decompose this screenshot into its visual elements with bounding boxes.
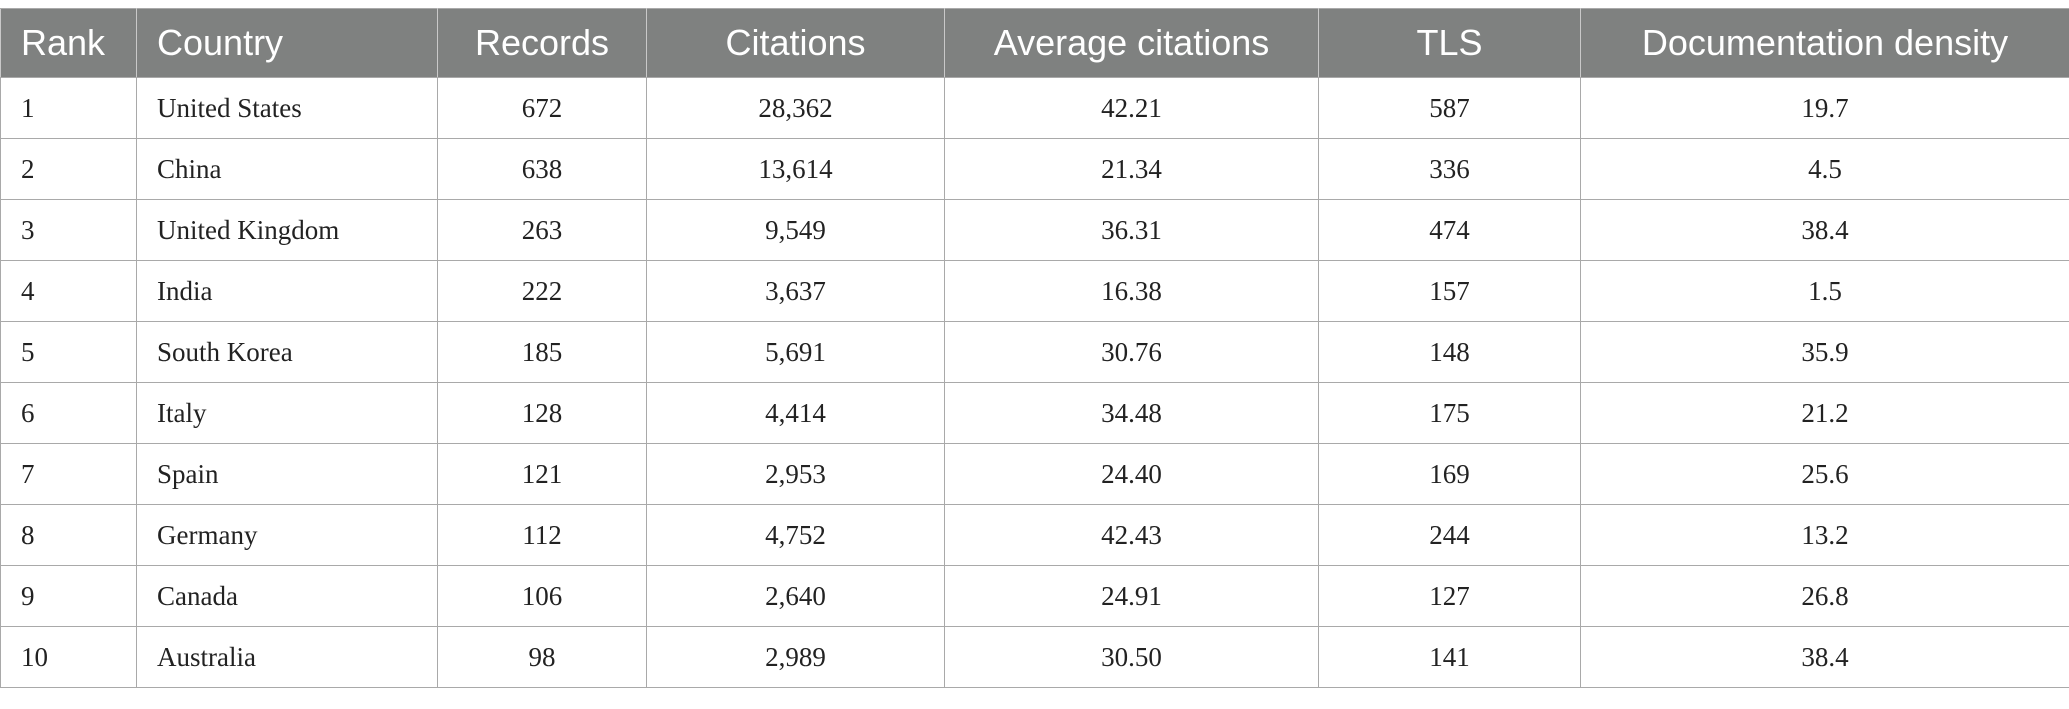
- cell-average-citations: 24.40: [944, 443, 1319, 505]
- cell-rank: 9: [0, 565, 137, 627]
- cell-records: 106: [437, 565, 647, 627]
- cell-tls: 244: [1318, 504, 1581, 566]
- header-records: Records: [437, 8, 647, 78]
- cell-documentation-density: 38.4: [1580, 199, 2069, 261]
- cell-documentation-density: 19.7: [1580, 77, 2069, 139]
- country-table: Rank Country Records Citations Average c…: [0, 8, 2069, 688]
- cell-citations: 9,549: [646, 199, 945, 261]
- cell-tls: 336: [1318, 138, 1581, 200]
- cell-average-citations: 42.21: [944, 77, 1319, 139]
- cell-tls: 141: [1318, 626, 1581, 688]
- cell-country: United Kingdom: [136, 199, 438, 261]
- cell-average-citations: 24.91: [944, 565, 1319, 627]
- header-citations: Citations: [646, 8, 945, 78]
- cell-average-citations: 42.43: [944, 504, 1319, 566]
- cell-citations: 3,637: [646, 260, 945, 322]
- table-row: 2 China 638 13,614 21.34 336 4.5: [0, 138, 2069, 200]
- cell-average-citations: 34.48: [944, 382, 1319, 444]
- cell-records: 222: [437, 260, 647, 322]
- cell-rank: 1: [0, 77, 137, 139]
- cell-average-citations: 36.31: [944, 199, 1319, 261]
- header-row: Rank Country Records Citations Average c…: [0, 8, 2069, 78]
- cell-tls: 474: [1318, 199, 1581, 261]
- table-row: 7 Spain 121 2,953 24.40 169 25.6: [0, 443, 2069, 505]
- cell-records: 672: [437, 77, 647, 139]
- cell-tls: 157: [1318, 260, 1581, 322]
- cell-documentation-density: 26.8: [1580, 565, 2069, 627]
- table-row: 10 Australia 98 2,989 30.50 141 38.4: [0, 626, 2069, 688]
- cell-records: 121: [437, 443, 647, 505]
- cell-country: India: [136, 260, 438, 322]
- cell-rank: 5: [0, 321, 137, 383]
- cell-tls: 148: [1318, 321, 1581, 383]
- cell-documentation-density: 13.2: [1580, 504, 2069, 566]
- cell-rank: 4: [0, 260, 137, 322]
- table-row: 5 South Korea 185 5,691 30.76 148 35.9: [0, 321, 2069, 383]
- cell-country: South Korea: [136, 321, 438, 383]
- cell-records: 98: [437, 626, 647, 688]
- cell-citations: 28,362: [646, 77, 945, 139]
- cell-rank: 3: [0, 199, 137, 261]
- cell-records: 263: [437, 199, 647, 261]
- table-row: 6 Italy 128 4,414 34.48 175 21.2: [0, 382, 2069, 444]
- table-header: Rank Country Records Citations Average c…: [0, 8, 2069, 78]
- cell-records: 185: [437, 321, 647, 383]
- cell-tls: 127: [1318, 565, 1581, 627]
- table-row: 1 United States 672 28,362 42.21 587 19.7: [0, 77, 2069, 139]
- cell-tls: 587: [1318, 77, 1581, 139]
- cell-rank: 2: [0, 138, 137, 200]
- country-table-container: Rank Country Records Citations Average c…: [0, 8, 2069, 688]
- cell-documentation-density: 35.9: [1580, 321, 2069, 383]
- cell-tls: 175: [1318, 382, 1581, 444]
- table-body: 1 United States 672 28,362 42.21 587 19.7 2 Chin…: [0, 77, 2069, 688]
- cell-documentation-density: 4.5: [1580, 138, 2069, 200]
- cell-records: 638: [437, 138, 647, 200]
- cell-country: Australia: [136, 626, 438, 688]
- cell-country: Canada: [136, 565, 438, 627]
- cell-documentation-density: 21.2: [1580, 382, 2069, 444]
- cell-average-citations: 30.50: [944, 626, 1319, 688]
- table-row: 3 United Kingdom 263 9,549 36.31 474 38.4: [0, 199, 2069, 261]
- table-row: 8 Germany 112 4,752 42.43 244 13.2: [0, 504, 2069, 566]
- cell-rank: 6: [0, 382, 137, 444]
- cell-tls: 169: [1318, 443, 1581, 505]
- cell-citations: 5,691: [646, 321, 945, 383]
- header-documentation-density: Documentation density: [1580, 8, 2069, 78]
- header-country: Country: [136, 8, 438, 78]
- cell-records: 112: [437, 504, 647, 566]
- cell-rank: 8: [0, 504, 137, 566]
- cell-country: United States: [136, 77, 438, 139]
- table-row: 4 India 222 3,637 16.38 157 1.5: [0, 260, 2069, 322]
- cell-country: Germany: [136, 504, 438, 566]
- cell-documentation-density: 1.5: [1580, 260, 2069, 322]
- header-average-citations: Average citations: [944, 8, 1319, 78]
- cell-records: 128: [437, 382, 647, 444]
- cell-citations: 13,614: [646, 138, 945, 200]
- cell-average-citations: 30.76: [944, 321, 1319, 383]
- cell-documentation-density: 38.4: [1580, 626, 2069, 688]
- cell-country: Spain: [136, 443, 438, 505]
- header-rank: Rank: [0, 8, 137, 78]
- cell-average-citations: 16.38: [944, 260, 1319, 322]
- cell-country: Italy: [136, 382, 438, 444]
- cell-average-citations: 21.34: [944, 138, 1319, 200]
- cell-rank: 10: [0, 626, 137, 688]
- cell-citations: 4,414: [646, 382, 945, 444]
- cell-citations: 4,752: [646, 504, 945, 566]
- header-tls: TLS: [1318, 8, 1581, 78]
- cell-citations: 2,989: [646, 626, 945, 688]
- cell-documentation-density: 25.6: [1580, 443, 2069, 505]
- table-row: 9 Canada 106 2,640 24.91 127 26.8: [0, 565, 2069, 627]
- cell-country: China: [136, 138, 438, 200]
- cell-citations: 2,640: [646, 565, 945, 627]
- cell-citations: 2,953: [646, 443, 945, 505]
- cell-rank: 7: [0, 443, 137, 505]
